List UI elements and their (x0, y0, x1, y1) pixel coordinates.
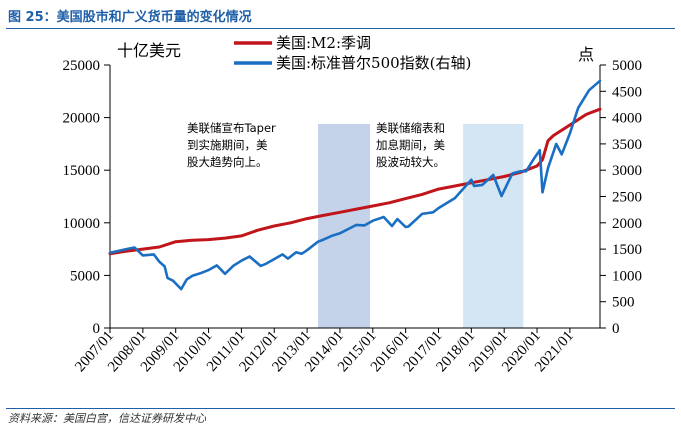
left-y-tick-label: 25000 (63, 58, 101, 74)
right-y-tick-label: 1500 (612, 242, 642, 258)
left-axis-unit: 十亿美元 (117, 41, 181, 60)
left-y-tick-label: 5000 (70, 268, 100, 284)
figure-title: 图 25：美国股市和广义货币量的变化情况 (8, 10, 252, 25)
series-line-sp500 (108, 79, 602, 291)
chart-series (108, 79, 602, 291)
right-y-tick-label: 3000 (612, 163, 642, 179)
right-axis-unit: 点 (578, 45, 594, 64)
annotation-2-line: 股波动较大。 (376, 155, 445, 169)
chart-axes (104, 64, 606, 333)
shaded-period-2 (463, 124, 524, 328)
right-y-tick-label: 5000 (612, 58, 642, 74)
right-y-tick-label: 3500 (612, 137, 642, 153)
left-y-tick-label: 0 (93, 321, 101, 337)
right-y-tick-label: 2500 (612, 190, 642, 206)
header-rule (6, 28, 675, 29)
right-y-tick-label: 500 (612, 295, 635, 311)
right-y-tick-label: 4500 (612, 84, 642, 100)
right-y-tick-label: 0 (612, 321, 620, 337)
legend-label: 美国:标准普尔500指数(右轴) (276, 54, 471, 72)
annotation-2-line: 加息期间，美 (376, 138, 445, 152)
annotation-2-line: 美联储缩表和 (376, 121, 445, 135)
left-y-tick-label: 15000 (63, 163, 101, 179)
right-y-tick-label: 2000 (612, 216, 642, 232)
annotation-1-line: 股大趋势向上。 (187, 155, 268, 169)
right-y-tick-label: 1000 (612, 268, 642, 284)
legend-label: 美国:M2:季调 (276, 34, 371, 52)
annotation-1-line: 到实施期间，美 (187, 138, 268, 152)
right-y-tick-label: 4000 (612, 111, 642, 127)
left-y-tick-label: 10000 (63, 216, 101, 232)
annotation-1-line: 美联储宣布Taper (187, 121, 276, 135)
figure-source: 资料来源：美国白宫，信达证券研发中心 (8, 412, 206, 425)
figure-header: 图 25：美国股市和广义货币量的变化情况 (6, 4, 675, 28)
footer-rule (6, 408, 675, 409)
left-y-tick-label: 20000 (63, 111, 101, 127)
